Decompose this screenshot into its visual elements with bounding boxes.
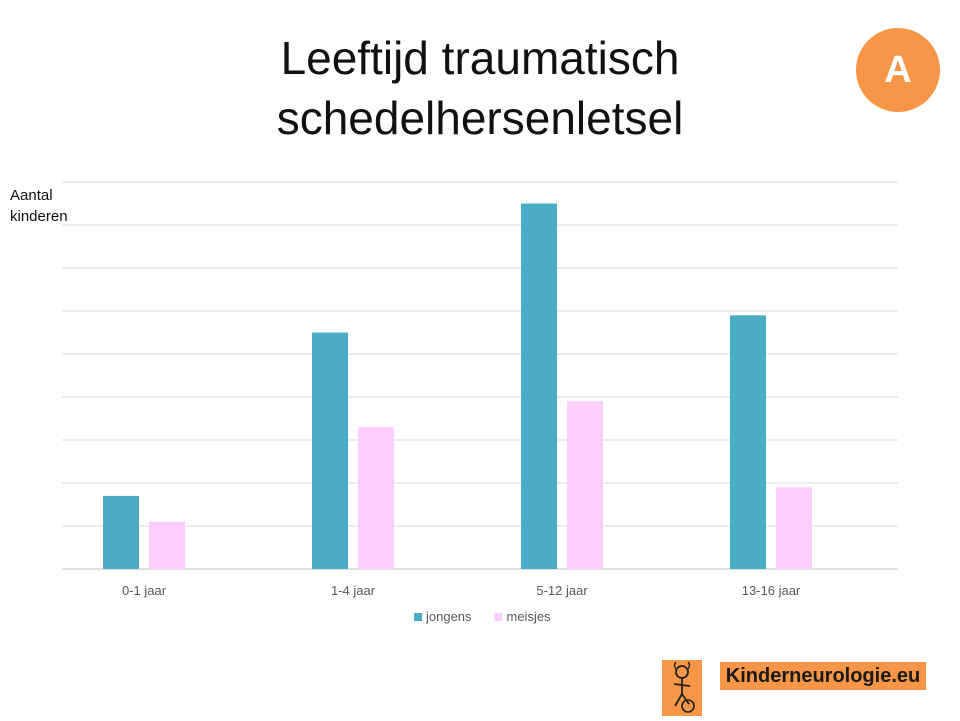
bar-jongens-2: [521, 203, 557, 569]
section-badge: A: [856, 28, 940, 112]
bars: [103, 203, 812, 569]
y-axis-label-line-1: Aantal: [10, 187, 53, 204]
x-tick-label: 13-16 jaar: [742, 583, 801, 598]
x-tick-label: 1-4 jaar: [331, 583, 376, 598]
bar-meisjes-3: [776, 487, 812, 569]
chart-title-line-2: schedelhersenletsel: [276, 92, 684, 144]
chart-title-line-1: Leeftijd traumatisch: [280, 32, 680, 84]
bar-jongens-3: [730, 315, 766, 569]
bar-meisjes-0: [149, 521, 185, 569]
y-axis-label-line-2: kinderen: [10, 208, 68, 225]
legend: jongens meisjes: [414, 609, 551, 624]
legend-label-meisjes: meisjes: [507, 609, 552, 624]
chart-title: Leeftijd traumatisch schedelhersenletsel: [180, 28, 780, 148]
logo-icon: [662, 660, 702, 716]
legend-swatch-jongens: [414, 613, 422, 621]
child-figure-icon: [673, 661, 695, 713]
gridlines: [62, 181, 898, 570]
x-tick-label: 5-12 jaar: [536, 583, 588, 598]
legend-swatch-meisjes: [494, 613, 503, 621]
bar-meisjes-1: [358, 427, 394, 569]
logo-text: Kinderneurologie.eu: [720, 662, 926, 690]
y-axis-label: Aantal kinderen: [10, 185, 68, 227]
bar-jongens-1: [312, 332, 348, 569]
bar-meisjes-2: [567, 401, 603, 569]
legend-label-jongens: jongens: [425, 609, 472, 624]
bar-jongens-0: [103, 495, 139, 569]
x-tick-label: 0-1 jaar: [122, 583, 167, 598]
x-tick-labels: 0-1 jaar 1-4 jaar 5-12 jaar 13-16 jaar: [122, 583, 801, 598]
